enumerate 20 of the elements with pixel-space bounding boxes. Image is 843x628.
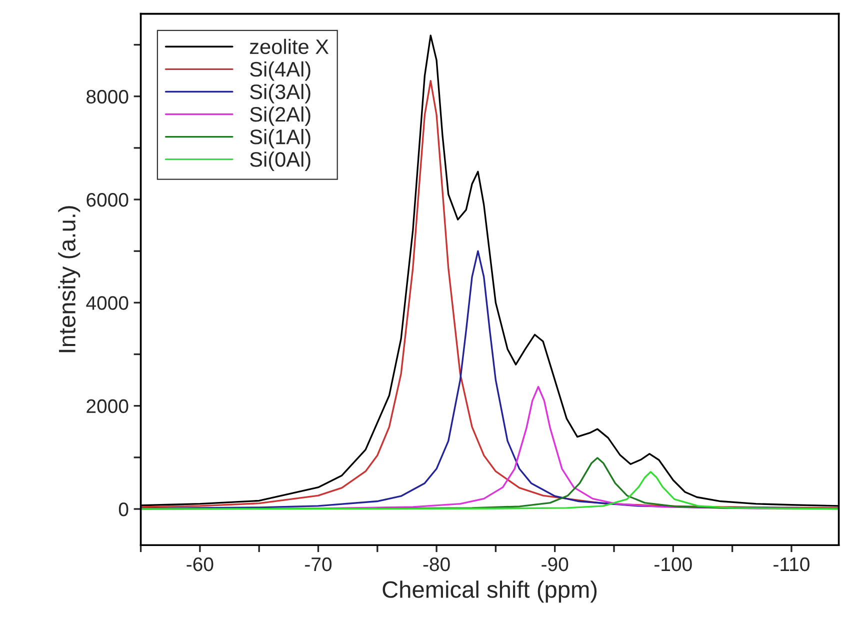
y-axis-title: Intensity (a.u.) [58, 206, 80, 352]
legend-label: Si(3Al) [250, 84, 310, 104]
legend-label: Si(1Al) [250, 129, 310, 148]
line-series [140, 471, 839, 510]
x-tick-label: -110 [774, 557, 810, 572]
y-tick-label: 6000 [86, 192, 128, 207]
y-tick-label: 8000 [86, 90, 128, 104]
legend-label: Si(2Al) [250, 106, 310, 126]
x-tick-label: -80 [423, 557, 450, 572]
legend-label: Si(0Al) [250, 152, 310, 171]
x-tick-label: -70 [305, 557, 332, 572]
x-axis-title: Chemical shift (ppm) [382, 580, 597, 603]
legend-label: zeolite X [250, 38, 329, 54]
x-tick-label: -60 [186, 557, 214, 572]
y-tick-label: 4000 [86, 296, 128, 310]
y-tick-label: 2000 [86, 399, 128, 414]
x-tick-label: -100 [654, 557, 692, 572]
x-tick-label: -90 [542, 557, 568, 572]
legend-label: Si(4Al) [250, 61, 310, 81]
y-tick-label: 0 [118, 502, 128, 516]
